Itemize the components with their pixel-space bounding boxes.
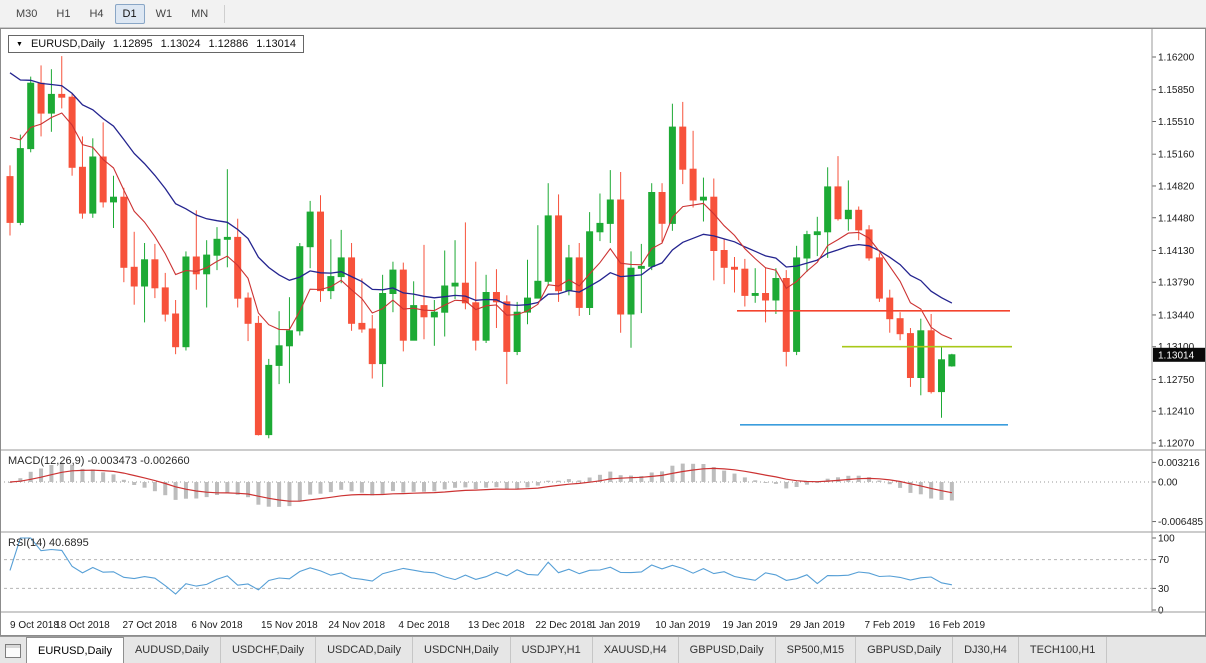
svg-text:1.13790: 1.13790 [1158, 278, 1195, 289]
svg-text:18 Oct 2018: 18 Oct 2018 [55, 620, 110, 631]
chart-tabs-icon[interactable] [5, 644, 21, 658]
rsi-line [9, 537, 953, 595]
svg-text:1.15510: 1.15510 [1158, 117, 1195, 128]
svg-text:10 Jan 2019: 10 Jan 2019 [655, 620, 710, 631]
tab-audusd-daily[interactable]: AUDUSD,Daily [123, 637, 221, 663]
svg-text:1.14480: 1.14480 [1158, 213, 1195, 224]
pane-separators[interactable] [0, 28, 1206, 636]
tab-label: GBPUSD,Daily [867, 644, 942, 656]
tab-label: AUDUSD,Daily [134, 644, 209, 656]
svg-text:1.12410: 1.12410 [1158, 407, 1195, 418]
tab-usdjpy-h1[interactable]: USDJPY,H1 [510, 637, 593, 663]
tab-gbpusd-daily-2[interactable]: GBPUSD,Daily [856, 637, 954, 663]
svg-text:1.13100: 1.13100 [1158, 342, 1195, 353]
tab-label: XAUUSD,H4 [603, 644, 667, 656]
svg-text:7 Feb 2019: 7 Feb 2019 [864, 620, 915, 631]
tab-label: USDCNH,Daily [424, 644, 499, 656]
chart-window[interactable]: 1.16200 1.15850 1.15510 1.15160 1.14820 1.144… [0, 28, 1206, 636]
svg-text:1.12750: 1.12750 [1158, 375, 1195, 386]
svg-text:70: 70 [1158, 555, 1170, 566]
svg-text:1.15160: 1.15160 [1158, 150, 1195, 161]
trend-lines[interactable] [737, 309, 1012, 426]
svg-text:1 Jan 2019: 1 Jan 2019 [591, 620, 641, 631]
tab-usdcad-daily[interactable]: USDCAD,Daily [316, 637, 414, 663]
timeframe-toolbar: M30 H1 H4 D1 W1 MN [0, 0, 1206, 28]
tab-tech100-h1[interactable]: TECH100,H1 [1018, 637, 1108, 663]
symbol-dropdown-icon: ▼ [16, 40, 23, 48]
svg-text:27 Oct 2018: 27 Oct 2018 [122, 620, 177, 631]
macd-label: MACD(12,26,9) -0.003473 -0.002660 [8, 455, 190, 467]
rsi-label: RSI(14) 40.6895 [8, 537, 89, 549]
chart-tabs-bar: EURUSD,Daily AUDUSD,Daily USDCHF,Daily U… [0, 636, 1206, 663]
timeframe-m30-button[interactable]: M30 [8, 4, 45, 24]
tab-label: USDCHF,Daily [231, 644, 305, 656]
svg-text:22 Dec 2018: 22 Dec 2018 [535, 620, 592, 631]
svg-text:13 Dec 2018: 13 Dec 2018 [468, 620, 525, 631]
svg-text:0.00: 0.00 [1158, 478, 1178, 489]
svg-text:1.12070: 1.12070 [1158, 439, 1195, 450]
tab-label: USDCAD,Daily [327, 644, 402, 656]
symbol-name: EURUSD,Daily [30, 38, 105, 50]
svg-text:0: 0 [1158, 606, 1164, 617]
chart-ohlc-label[interactable]: ▼ EURUSD,Daily 1.12895 1.13024 1.12886 1… [8, 35, 304, 53]
close-value: 1.13014 [256, 38, 296, 50]
ma-fast-line [9, 112, 953, 340]
timeframe-w1-button[interactable]: W1 [148, 4, 181, 24]
svg-text:0.003216: 0.003216 [1158, 458, 1200, 469]
svg-text:1.13440: 1.13440 [1158, 311, 1195, 322]
toolbar-separator [224, 4, 226, 23]
timeframe-mn-button[interactable]: MN [183, 4, 216, 24]
svg-text:16 Feb 2019: 16 Feb 2019 [929, 620, 986, 631]
tab-label: DJ30,H4 [964, 644, 1007, 656]
svg-text:29 Jan 2019: 29 Jan 2019 [790, 620, 845, 631]
timeframe-d1-button[interactable]: D1 [114, 3, 145, 24]
svg-text:1.16200: 1.16200 [1158, 53, 1195, 64]
price-pane [6, 56, 956, 439]
svg-text:24 Nov 2018: 24 Nov 2018 [328, 620, 385, 631]
ma-slow-line [9, 72, 953, 307]
svg-text:30: 30 [1158, 584, 1170, 595]
tab-xauusd-h4[interactable]: XAUUSD,H4 [592, 637, 679, 663]
macd-signal-line [9, 467, 953, 502]
svg-text:15 Nov 2018: 15 Nov 2018 [261, 620, 318, 631]
tab-label: USDJPY,H1 [521, 644, 581, 656]
tab-usdcnh-daily[interactable]: USDCNH,Daily [413, 637, 511, 663]
high-value: 1.13024 [160, 38, 201, 50]
tab-label: SP500,M15 [786, 644, 845, 656]
tab-usdchf-daily[interactable]: USDCHF,Daily [220, 637, 317, 663]
current-price-badge [1153, 347, 1206, 362]
svg-text:6 Nov 2018: 6 Nov 2018 [191, 620, 243, 631]
macd-pane: 0.003216 0.00 -0.006485 MACD(12,26,9) -0.00… [4, 455, 1203, 528]
tab-gbpusd-daily[interactable]: GBPUSD,Daily [678, 637, 776, 663]
svg-text:100: 100 [1158, 534, 1175, 545]
svg-text:4 Dec 2018: 4 Dec 2018 [398, 620, 450, 631]
price-axis[interactable]: 1.16200 1.15850 1.15510 1.15160 1.14820 1.144… [1152, 53, 1206, 450]
svg-text:-0.006485: -0.006485 [1158, 517, 1203, 528]
chart-background [0, 28, 1206, 636]
tab-label: EURUSD,Daily [38, 644, 112, 657]
open-value: 1.12895 [112, 38, 153, 50]
svg-text:1.14820: 1.14820 [1158, 182, 1195, 193]
chart-canvas[interactable]: 1.16200 1.15850 1.15510 1.15160 1.14820 1.144… [0, 28, 1206, 636]
svg-text:1.15850: 1.15850 [1158, 85, 1195, 96]
tab-eurusd-daily[interactable]: EURUSD,Daily [26, 637, 124, 663]
timeframe-h1-button[interactable]: H1 [48, 4, 78, 24]
svg-text:1.14130: 1.14130 [1158, 246, 1195, 257]
rsi-pane: 100 70 30 0 RSI(14) 40.6895 [4, 534, 1175, 617]
tab-label: TECH100,H1 [1029, 644, 1096, 656]
svg-text:1.13014: 1.13014 [1158, 350, 1195, 361]
tab-sp500-m15[interactable]: SP500,M15 [775, 637, 857, 663]
low-value: 1.12886 [208, 38, 249, 50]
svg-text:19 Jan 2019: 19 Jan 2019 [722, 620, 777, 631]
tab-label: GBPUSD,Daily [689, 644, 764, 656]
tab-dj30-h4[interactable]: DJ30,H4 [953, 637, 1019, 663]
timeframe-h4-button[interactable]: H4 [81, 4, 111, 24]
svg-text:9 Oct 2018: 9 Oct 2018 [10, 620, 59, 631]
